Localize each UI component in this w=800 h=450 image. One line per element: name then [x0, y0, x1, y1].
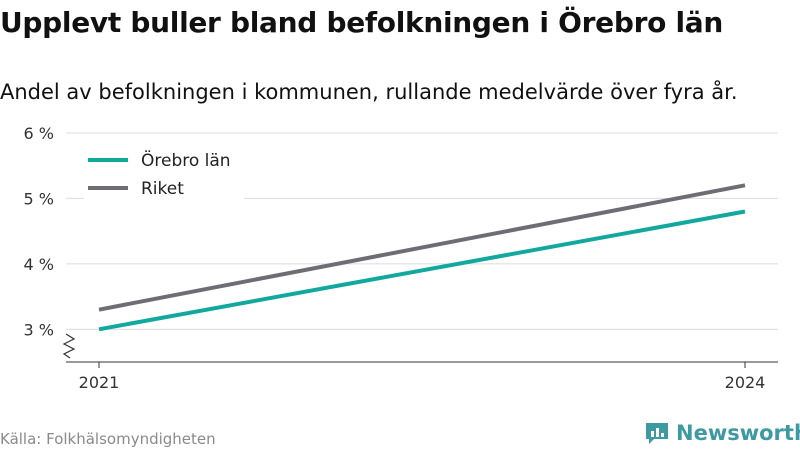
legend-label: Riket — [141, 179, 184, 199]
grid-lines — [66, 132, 778, 330]
x-tick-label: 2021 — [79, 373, 120, 392]
axis-break-icon — [62, 333, 76, 359]
series-lines — [98, 183, 746, 332]
legend: Örebro län Riket — [84, 145, 244, 200]
x-axis: 2021 2024 — [62, 333, 778, 392]
newsworthy-logo-icon — [646, 423, 668, 444]
chart-subtitle: Andel av befolkningen i kommunen, rullan… — [0, 80, 738, 104]
y-tick-label: 6 % — [24, 124, 54, 143]
y-axis-ticks: 3 % 4 % 5 % 6 % — [24, 124, 54, 339]
y-tick-label: 5 % — [24, 189, 54, 208]
chart-title: Upplevt buller bland befolkningen i Öreb… — [0, 6, 724, 39]
legend-background — [84, 145, 244, 200]
y-tick-label: 4 % — [24, 255, 54, 274]
x-tick-label: 2024 — [725, 373, 766, 392]
y-tick-label: 3 % — [24, 320, 54, 339]
brand-name: Newsworthy — [676, 421, 800, 445]
series-line — [98, 209, 746, 332]
series-line — [98, 183, 746, 312]
source-note: Källa: Folkhälsomyndigheten — [0, 430, 216, 448]
legend-label: Örebro län — [141, 149, 231, 171]
brand[interactable]: Newsworthy — [644, 420, 800, 446]
